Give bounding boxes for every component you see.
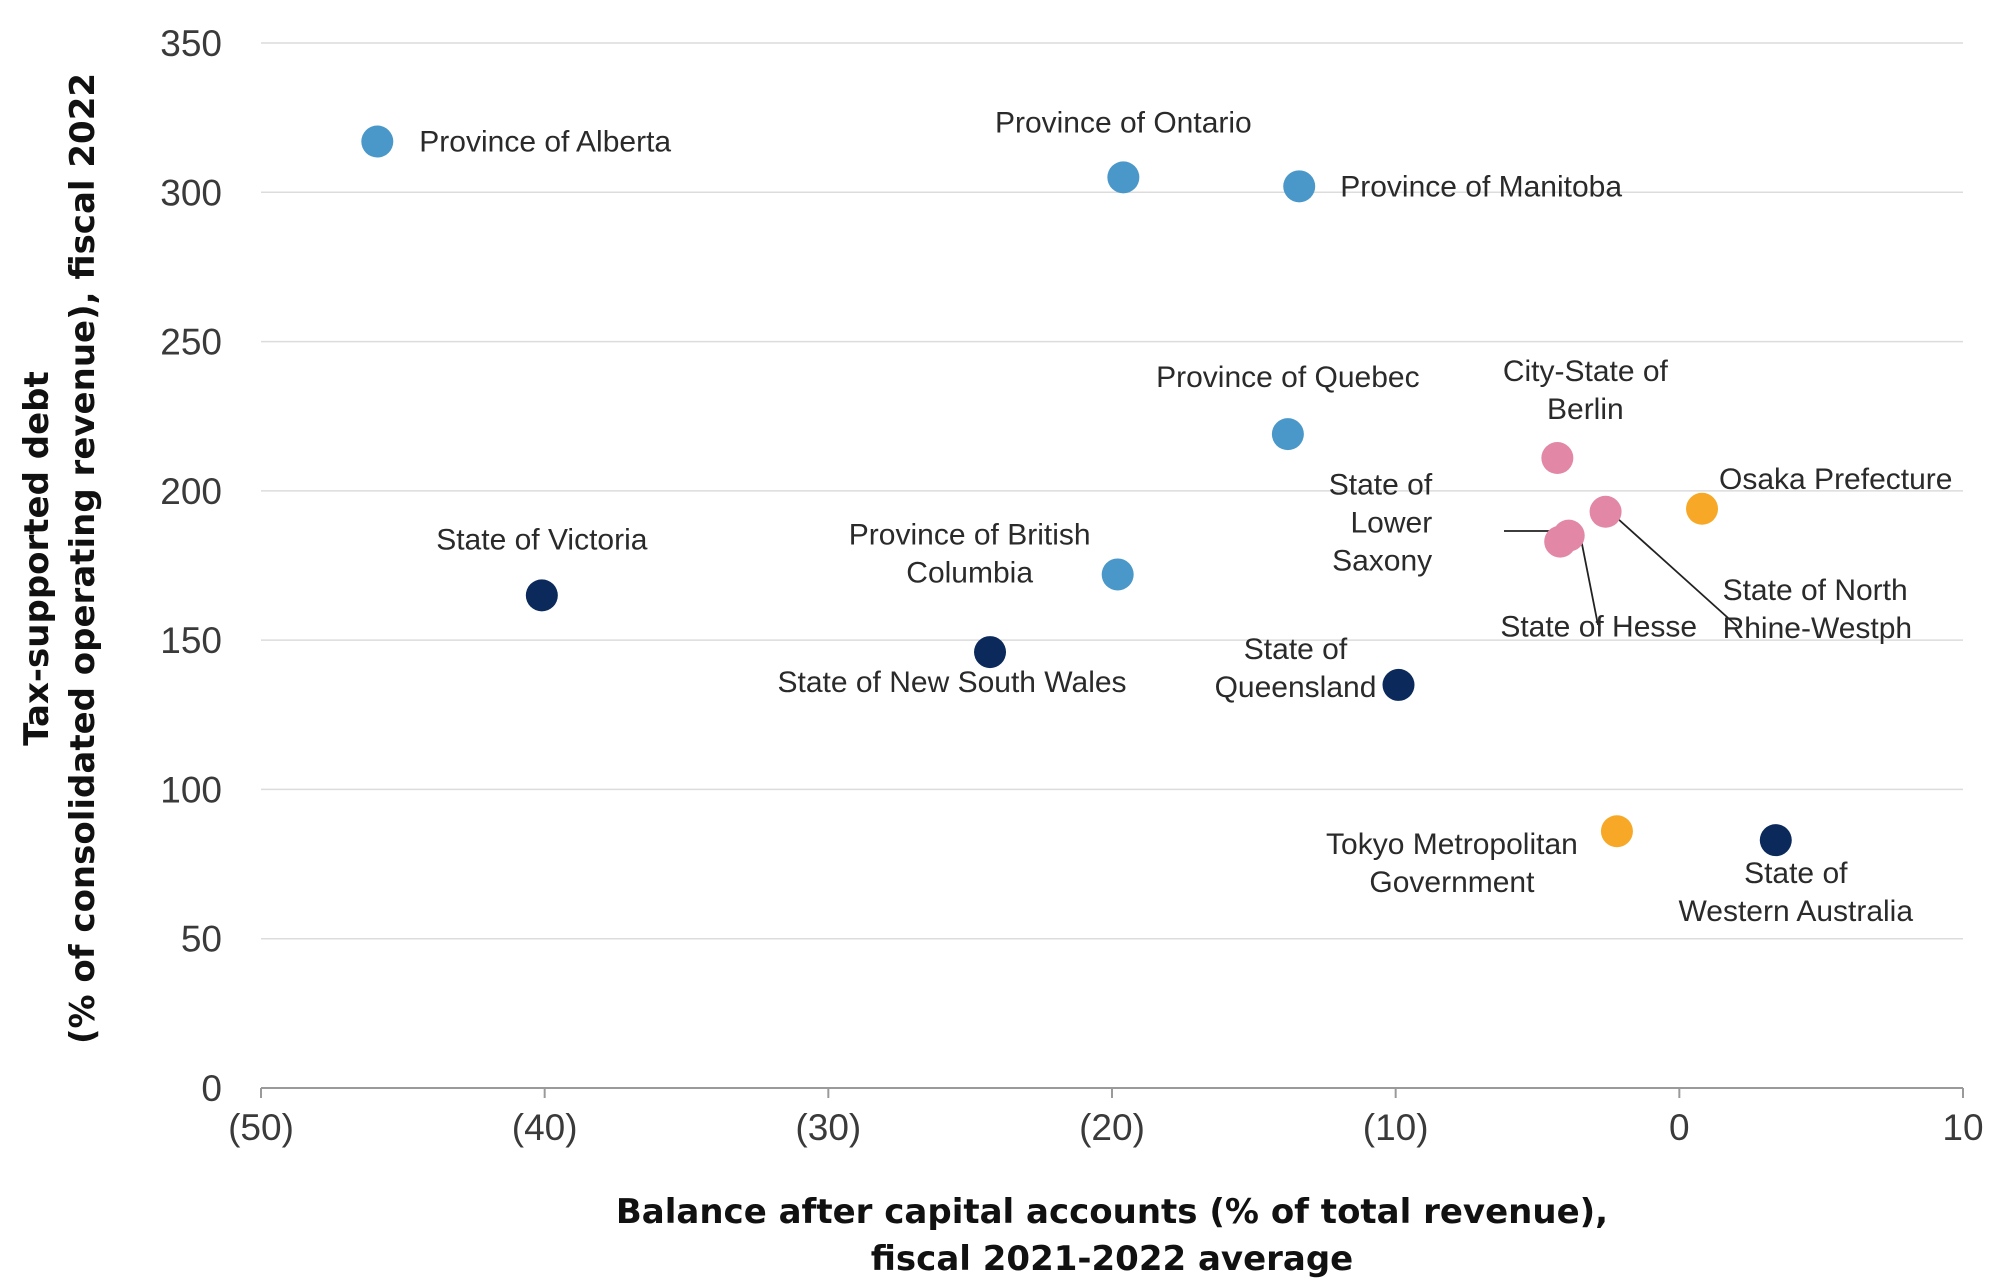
data-point-germany bbox=[1544, 525, 1577, 558]
point-label-line: State of Victoria bbox=[436, 523, 648, 556]
point-label: State of Hesse bbox=[1500, 611, 1697, 644]
point-label: State of New South Wales bbox=[777, 666, 1126, 699]
point-label: State of Lower Saxony bbox=[1329, 469, 1433, 578]
point-label-line: Province of British bbox=[849, 518, 1091, 551]
data-point-canada bbox=[1101, 558, 1134, 591]
y-tick-label: 350 bbox=[160, 23, 222, 64]
data-point-japan bbox=[1686, 492, 1719, 525]
data-point-germany bbox=[1541, 442, 1574, 475]
x-tick-label: (40) bbox=[512, 1107, 578, 1148]
data-point-australia bbox=[974, 636, 1007, 669]
point-label-line: Government bbox=[1369, 866, 1535, 899]
data-point-germany bbox=[1589, 495, 1622, 528]
point-label: State of Western Australia bbox=[1678, 857, 1913, 928]
x-tick-label: 0 bbox=[1669, 1107, 1690, 1148]
point-label-line: Columbia bbox=[906, 556, 1033, 589]
point-label: Province of British Columbia bbox=[849, 518, 1091, 589]
y-tick-label: 150 bbox=[160, 620, 222, 661]
x-tick-label: (10) bbox=[1363, 1107, 1429, 1148]
x-tick-label: 10 bbox=[1942, 1107, 1983, 1148]
point-label: Osaka Prefecture bbox=[1719, 463, 1952, 496]
y-tick-label: 50 bbox=[181, 919, 222, 960]
point-label-line: State of North bbox=[1723, 574, 1908, 607]
point-label-line: Lower bbox=[1350, 507, 1432, 540]
point-label-line: City-State of bbox=[1503, 355, 1669, 388]
leader-line bbox=[1580, 538, 1599, 626]
point-label: State of North Rhine-Westph bbox=[1723, 574, 1913, 645]
x-tick-label: (20) bbox=[1079, 1107, 1145, 1148]
data-points bbox=[361, 125, 1792, 857]
point-label: Tokyo Metropolitan Government bbox=[1326, 828, 1578, 899]
data-point-canada bbox=[1283, 170, 1316, 203]
point-label: Province of Ontario bbox=[995, 106, 1252, 139]
data-point-canada bbox=[1107, 161, 1140, 194]
data-point-australia bbox=[525, 579, 558, 612]
point-label-line: State of New South Wales bbox=[777, 666, 1126, 699]
point-label-line: Western Australia bbox=[1678, 895, 1913, 928]
x-axis-title: Balance after capital accounts (% of tot… bbox=[616, 1192, 1608, 1279]
x-axis-title-line: Balance after capital accounts (% of tot… bbox=[616, 1192, 1608, 1232]
point-label-line: Queensland bbox=[1215, 671, 1377, 704]
point-label-line: Berlin bbox=[1547, 393, 1624, 426]
point-label-line: State of Hesse bbox=[1500, 611, 1697, 644]
data-point-japan bbox=[1600, 815, 1633, 848]
y-axis-title-line: Tax-supported debt bbox=[17, 371, 57, 746]
y-tick-label: 250 bbox=[160, 322, 222, 363]
point-label: State of Queensland bbox=[1215, 633, 1377, 704]
point-label-line: Osaka Prefecture bbox=[1719, 463, 1952, 496]
x-axis-title-line: fiscal 2021-2022 average bbox=[871, 1239, 1354, 1279]
y-tick-label: 0 bbox=[201, 1068, 222, 1109]
axis-titles: Balance after capital accounts (% of tot… bbox=[17, 73, 1608, 1279]
data-point-canada bbox=[361, 125, 394, 158]
point-label: Province of Manitoba bbox=[1340, 170, 1622, 203]
point-label: Province of Alberta bbox=[419, 126, 671, 159]
point-label-line: State of bbox=[1744, 857, 1848, 890]
y-tick-label: 100 bbox=[160, 769, 222, 810]
point-label: City-State of Berlin bbox=[1503, 355, 1669, 426]
point-label-line: Tokyo Metropolitan bbox=[1326, 828, 1578, 861]
x-tick-label: (30) bbox=[795, 1107, 861, 1148]
point-labels: Province of Alberta Province of Ontario Pr… bbox=[419, 106, 1952, 928]
point-label-line: Rhine-Westph bbox=[1723, 612, 1913, 645]
point-label-line: Province of Alberta bbox=[419, 126, 671, 159]
point-label-line: State of bbox=[1329, 469, 1433, 502]
data-point-canada bbox=[1271, 418, 1304, 451]
point-label: State of Victoria bbox=[436, 523, 648, 556]
leader-line bbox=[1616, 517, 1738, 627]
data-point-australia bbox=[1382, 668, 1415, 701]
x-tick-label: (50) bbox=[228, 1107, 294, 1148]
point-label: Province of Quebec bbox=[1156, 361, 1419, 394]
y-axis-title: Tax-supported debt (% of consolidated ope… bbox=[17, 73, 103, 1044]
gridlines bbox=[261, 42, 1963, 940]
y-tick-label: 200 bbox=[160, 471, 222, 512]
point-label-line: Province of Ontario bbox=[995, 106, 1252, 139]
point-label-line: Province of Quebec bbox=[1156, 361, 1419, 394]
point-label-line: Province of Manitoba bbox=[1340, 170, 1622, 203]
y-tick-label: 300 bbox=[160, 172, 222, 213]
point-label-line: State of bbox=[1244, 633, 1348, 666]
data-point-australia bbox=[1759, 824, 1792, 857]
y-axis-title-line: (% of consolidated operating revenue), f… bbox=[63, 73, 103, 1044]
point-label-line: Saxony bbox=[1332, 545, 1432, 578]
